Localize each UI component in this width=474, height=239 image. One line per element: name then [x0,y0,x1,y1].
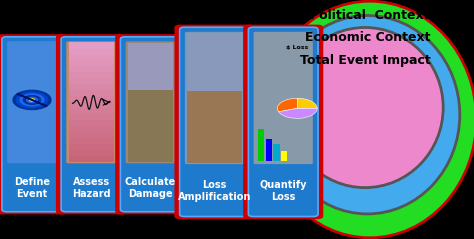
Text: Assess
Hazard: Assess Hazard [72,177,110,199]
FancyBboxPatch shape [0,34,67,214]
FancyBboxPatch shape [248,27,318,217]
Bar [69,126,114,132]
Circle shape [24,96,41,104]
FancyBboxPatch shape [174,25,255,219]
Circle shape [27,97,37,103]
Ellipse shape [263,1,474,238]
Bar [69,132,114,138]
Wedge shape [279,108,317,118]
Bar [69,114,114,120]
Text: Loss
Amplification: Loss Amplification [178,180,251,202]
Bar [69,42,114,49]
Bar [69,54,114,60]
Bar [273,144,280,161]
Bar [187,92,242,163]
Bar [69,48,114,54]
Bar [69,120,114,126]
Bar [69,144,114,150]
Bar [69,84,114,90]
FancyBboxPatch shape [7,41,57,163]
Circle shape [30,99,35,101]
Text: Quantify
Loss: Quantify Loss [259,180,307,202]
Bar [128,90,173,162]
FancyBboxPatch shape [185,32,244,164]
Bar [69,150,114,156]
Bar [69,78,114,84]
FancyBboxPatch shape [56,34,127,214]
Bar [69,138,114,144]
Wedge shape [277,98,297,112]
Bar [69,156,114,162]
FancyBboxPatch shape [255,32,312,164]
Text: Calculate
Damage: Calculate Damage [125,177,176,199]
Bar [69,96,114,102]
Bar [69,108,114,114]
Text: $ Loss: $ Loss [286,44,309,49]
Circle shape [13,90,51,109]
FancyBboxPatch shape [126,41,175,163]
FancyBboxPatch shape [120,37,181,212]
Circle shape [17,92,47,108]
Bar [69,66,114,72]
Bar [128,43,173,90]
Bar [281,151,287,161]
Bar [69,102,114,108]
Bar [258,130,264,161]
Bar [266,139,272,161]
Bar [69,60,114,66]
Text: Political  Context: Political Context [310,9,429,22]
FancyBboxPatch shape [2,37,62,212]
Bar [69,90,114,96]
Text: Economic Context: Economic Context [305,31,430,43]
Text: Total Event Impact: Total Event Impact [300,54,430,67]
Bar [187,33,242,92]
FancyBboxPatch shape [115,34,186,214]
Circle shape [20,94,44,106]
Ellipse shape [275,16,460,214]
Wedge shape [297,98,317,108]
FancyBboxPatch shape [243,25,323,219]
FancyBboxPatch shape [61,37,121,212]
FancyBboxPatch shape [180,27,249,217]
FancyBboxPatch shape [66,41,116,163]
Ellipse shape [287,27,443,188]
Bar [69,72,114,78]
FancyBboxPatch shape [254,32,313,164]
Text: Define
Event: Define Event [14,177,50,199]
